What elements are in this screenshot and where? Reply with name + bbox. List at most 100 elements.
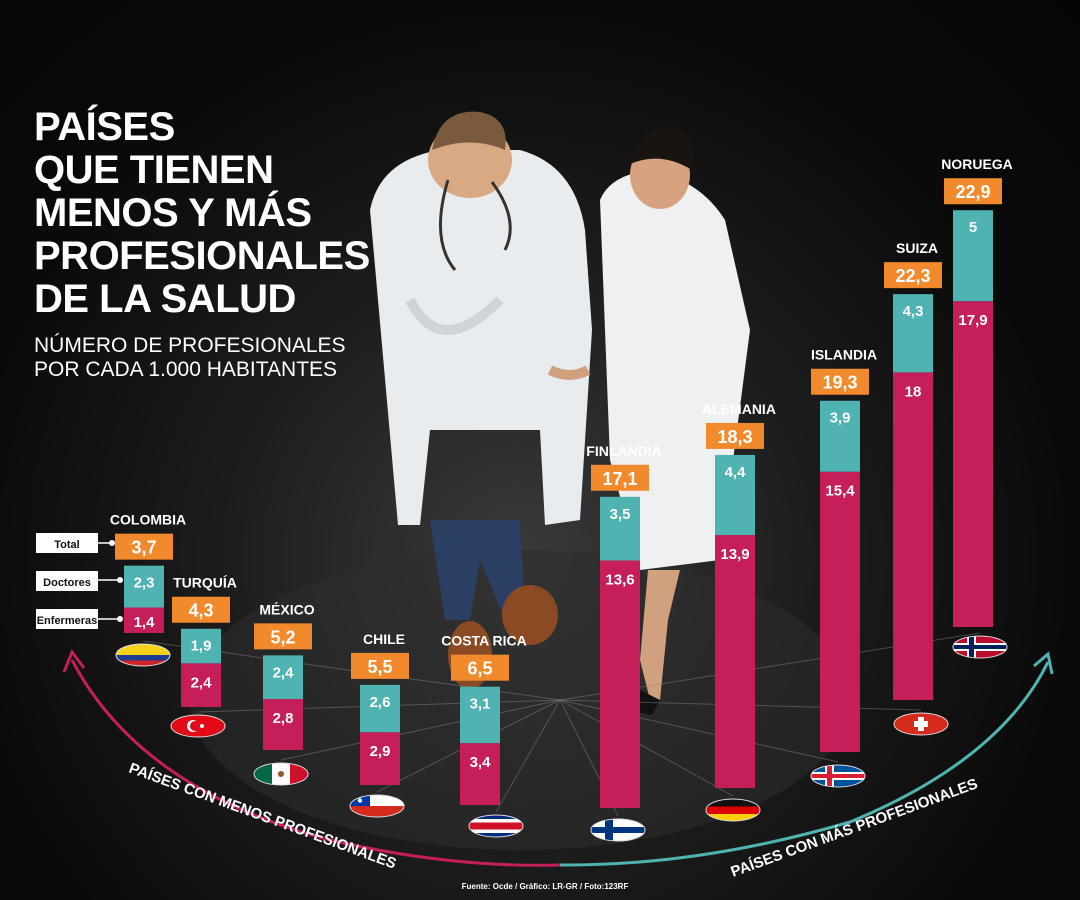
nurses-bar [600, 560, 640, 808]
total-box [172, 596, 230, 623]
total-box [884, 262, 942, 289]
flag-stripe [116, 644, 170, 655]
total-value-label: 18,3 [717, 427, 752, 447]
nurses-bar [181, 663, 221, 707]
flag-stripe [116, 660, 170, 666]
arc-left [70, 659, 561, 867]
iceland-flag [810, 764, 866, 788]
total-value-label: 17,1 [602, 469, 637, 489]
doctors-value-label: 5 [969, 219, 977, 236]
legend-doctors-box [36, 571, 98, 591]
emblem [278, 771, 284, 777]
total-value-label: 5,2 [270, 627, 295, 647]
flag-stripe [914, 721, 928, 727]
total-box [451, 654, 509, 681]
norway-flag [952, 635, 1008, 659]
star [200, 724, 204, 728]
bar-group: 4,4 13,9 18,3 ALEMANIA [702, 401, 776, 788]
bar-group: 3,5 13,6 17,1 FINLANDIA [586, 443, 662, 808]
legend-nurses-box [36, 609, 98, 629]
total-box [811, 368, 869, 395]
flag-fill [894, 713, 948, 735]
guide-line [559, 699, 734, 797]
total-box [254, 623, 312, 650]
total-box [706, 422, 764, 449]
switzerland-flag [893, 712, 949, 736]
flag-stripe [350, 795, 404, 806]
doctors-bar [460, 686, 500, 744]
nurses-bar [715, 535, 755, 788]
nurses-value-label: 17,9 [958, 312, 987, 329]
title-line: QUE TIENEN [34, 148, 274, 192]
subtitle-line: NÚMERO DE PROFESIONALES [34, 334, 346, 357]
bar-group: 5 17,9 22,9 NORUEGA [941, 156, 1013, 627]
doctors-value-label: 2,6 [370, 694, 391, 711]
doctors-bar [715, 454, 755, 536]
bar-group: 2,6 2,9 5,5 CHILE [351, 631, 409, 785]
subtitle-line: POR CADA 1.000 HABITANTES [34, 358, 338, 381]
flag-fill [706, 799, 760, 821]
country-label: FINLANDIA [586, 443, 661, 459]
nurses-value-label: 2,4 [191, 674, 213, 691]
flag-rim [115, 643, 171, 667]
doctors-value-label: 3,5 [610, 506, 631, 523]
doctors-bar [263, 655, 303, 700]
flag-stripe [591, 827, 645, 833]
bar-group: 2,3 1,4 3,7 COLOMBIA [110, 512, 186, 633]
flag-fill [350, 795, 404, 817]
flag-rim [590, 818, 646, 842]
flag-fill [171, 715, 225, 737]
crescent-cut [190, 721, 200, 731]
title-line: DE LA SALUD [34, 277, 296, 321]
subtitle: NÚMERO DE PROFESIONALES POR CADA 1.000 H… [34, 334, 364, 382]
bar-group: 2,4 2,8 5,2 MÉXICO [254, 601, 315, 750]
flag-rim [810, 764, 866, 788]
doctors-value-label: 2,3 [134, 575, 155, 592]
flag-stripe [254, 763, 272, 785]
doctors-bar [953, 210, 993, 302]
flag-fill [953, 636, 1007, 658]
bars: 2,3 1,4 3,7 COLOMBIA 1,9 2,4 4,3 TURQUÍA 2,4 2,8 5… [110, 156, 1013, 842]
nurses-value-label: 13,6 [605, 571, 634, 588]
total-value-label: 3,7 [131, 538, 156, 558]
total-value-label: 5,5 [367, 657, 392, 677]
doctors-value-label: 4,4 [725, 464, 747, 481]
doctors-value-label: 4,3 [903, 303, 924, 320]
nurses-bar [124, 607, 164, 633]
bar-group: 3,1 3,4 6,5 COSTA RICA [441, 633, 527, 805]
total-value-label: 22,3 [895, 266, 930, 286]
flag-stripe [350, 806, 404, 817]
nurses-bar [893, 372, 933, 700]
doctors-value-label: 2,4 [273, 664, 295, 681]
flag-rim [893, 712, 949, 736]
flag-rim [253, 762, 309, 786]
source-note: Fuente: Ocde / Gráfico: LR-GR / Foto:123… [462, 882, 629, 891]
total-value-label: 22,9 [955, 182, 990, 202]
total-value-label: 4,3 [188, 601, 213, 621]
guide-line [495, 699, 561, 813]
arc-right [559, 661, 1050, 867]
flag-rim [705, 798, 761, 822]
star [357, 798, 363, 803]
doctors-bar [600, 496, 640, 561]
nurses-value-label: 2,9 [370, 743, 391, 760]
bar-group: 3,9 15,4 19,3 ISLANDIA [811, 347, 877, 752]
flag-fill [254, 763, 308, 785]
flag-fill [811, 765, 865, 787]
nurses-bar [460, 743, 500, 805]
flag-stripe [811, 774, 865, 778]
chile-flag [349, 794, 405, 818]
country-label: COSTA RICA [441, 633, 527, 649]
page-title: PAÍSES QUE TIENEN MENOS Y MÁS PROFESIONA… [34, 106, 394, 321]
country-label: CHILE [363, 631, 405, 647]
legend: Total Doctores Enfermeras [36, 533, 123, 629]
germany-flag [705, 798, 761, 822]
flag-stripe [706, 814, 760, 821]
nurses-value-label: 2,8 [273, 710, 294, 727]
doctors-value-label: 3,1 [470, 696, 491, 713]
legend-total-box [36, 533, 98, 553]
nurses-value-label: 3,4 [470, 754, 492, 771]
title-line: MENOS Y MÁS [34, 191, 312, 235]
